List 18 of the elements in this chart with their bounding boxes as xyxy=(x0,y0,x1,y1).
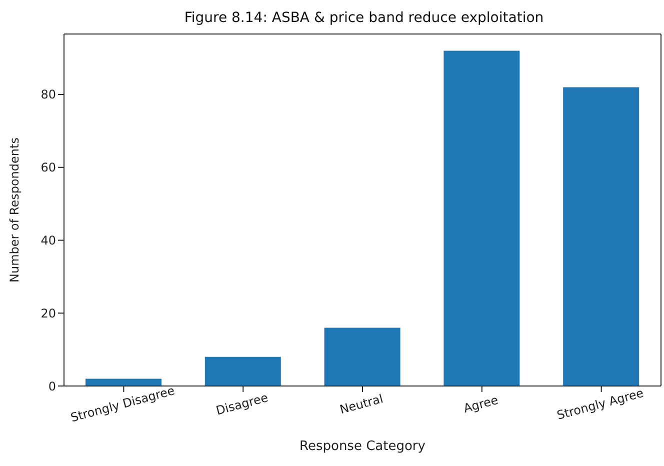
chart-title: Figure 8.14: ASBA & price band reduce exploitation xyxy=(183,9,545,28)
x-tick-label: Neutral xyxy=(338,392,385,417)
x-tick-label: Agree xyxy=(462,392,500,416)
bar xyxy=(204,356,281,386)
bar xyxy=(85,378,162,386)
y-tick-label: 80 xyxy=(40,88,56,102)
x-tick-label: Strongly Agree xyxy=(555,386,646,422)
y-tick-label: 0 xyxy=(48,379,56,394)
bar xyxy=(444,50,520,386)
bar xyxy=(563,87,640,386)
y-tick-label: 40 xyxy=(40,234,56,248)
y-axis-title: Number of Respondents xyxy=(7,138,22,282)
x-tick-label: Disagree xyxy=(214,390,270,418)
bar xyxy=(324,328,400,386)
y-tick-label: 20 xyxy=(40,306,56,320)
x-tick-label: Strongly Disagree xyxy=(69,384,176,425)
y-tick-label: 60 xyxy=(40,160,56,175)
x-axis-title: Response Category xyxy=(300,439,426,454)
